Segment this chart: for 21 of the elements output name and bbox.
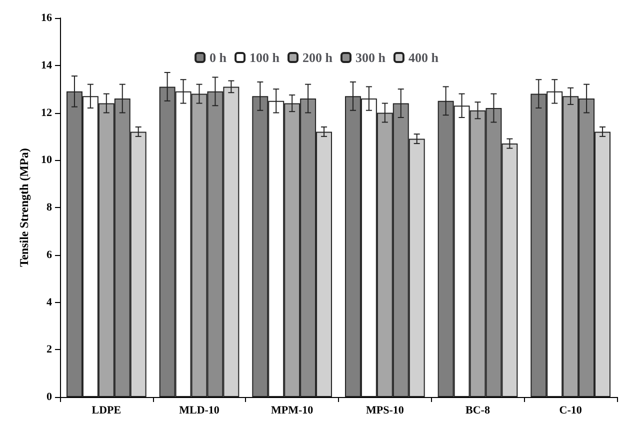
y-tick-label: 16: [41, 12, 52, 24]
legend-label: 200 h: [302, 50, 334, 65]
x-tick-label: C-10: [559, 404, 582, 416]
x-tick-label: MPS-10: [366, 404, 404, 416]
y-tick-label: 2: [46, 344, 52, 356]
x-tick-label: MPM-10: [271, 404, 314, 416]
x-tick-label: BC-8: [466, 404, 490, 416]
y-tick-label: 4: [46, 296, 52, 308]
y-tick-label: 12: [41, 106, 52, 119]
y-tick-label: 10: [41, 154, 52, 166]
legend-label: 0 h: [210, 50, 228, 65]
y-tick-label: 6: [46, 248, 52, 261]
legend-label: 100 h: [250, 50, 280, 65]
legend-label: 300 h: [355, 50, 386, 65]
legend-label: 400 h: [408, 50, 440, 65]
x-tick-label: MLD-10: [179, 404, 220, 416]
x-tick-label: LDPE: [92, 404, 122, 416]
y-axis-title: Tensile Strength (MPa): [17, 148, 31, 267]
y-tick-label: 0: [46, 391, 52, 403]
y-tick-label: 8: [46, 202, 52, 214]
y-tick-label: 14: [41, 59, 52, 72]
